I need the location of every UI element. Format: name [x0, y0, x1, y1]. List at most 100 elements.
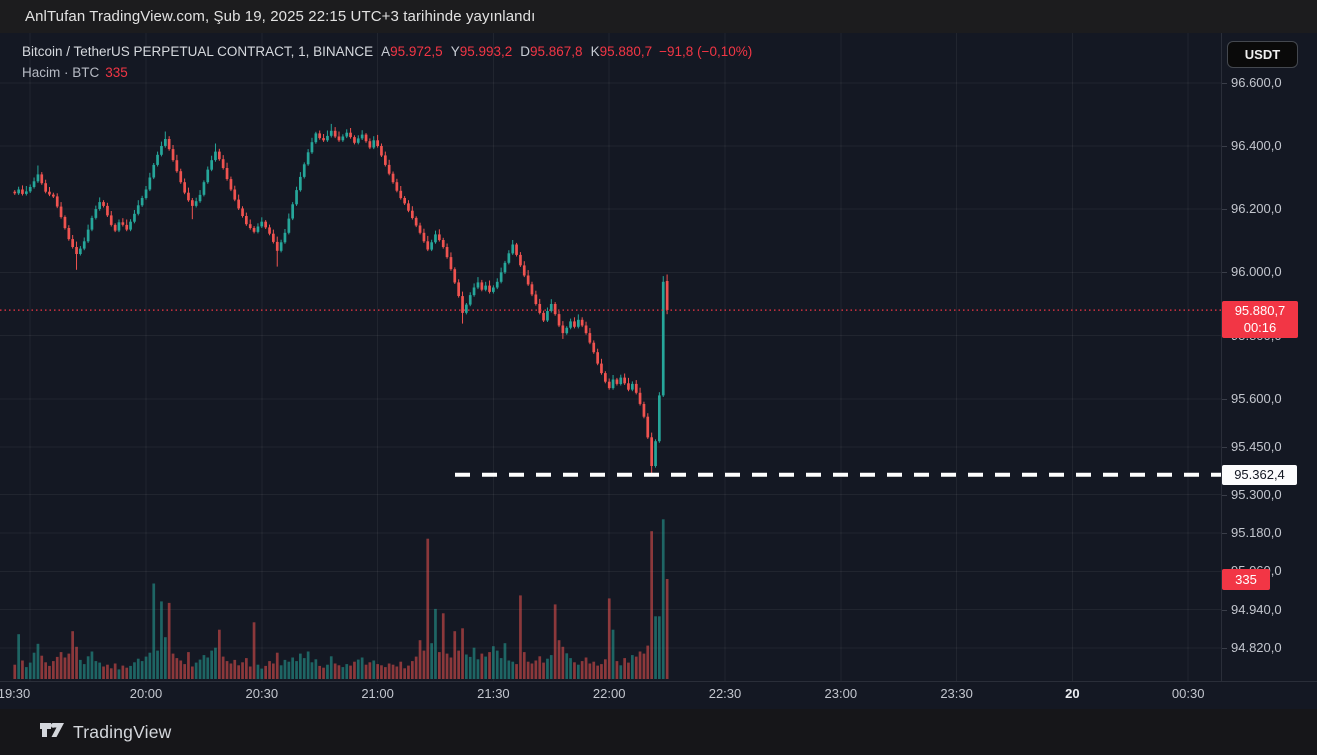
volume-bar	[619, 665, 623, 679]
volume-bar	[561, 646, 565, 679]
volume-bar	[484, 656, 487, 679]
volume-bar	[623, 658, 626, 679]
price-axis-tick	[1221, 209, 1227, 211]
volume-bar	[248, 666, 252, 679]
candle-body	[156, 154, 159, 165]
candle-body	[642, 404, 646, 417]
time-axis-label: 20	[1065, 686, 1080, 701]
price-axis-tick	[1221, 272, 1227, 274]
volume-bar	[600, 664, 603, 679]
price-level-value: 95.362,4	[1234, 467, 1285, 483]
volume-bar	[495, 650, 499, 679]
volume-bar	[237, 665, 240, 679]
price-axis-label: 96.200,0	[1231, 201, 1282, 217]
candle-body	[364, 134, 368, 142]
currency-toggle-button[interactable]: USDT	[1227, 41, 1298, 68]
candle-body	[530, 284, 534, 295]
volume-bar	[345, 664, 349, 679]
volume-bar	[256, 664, 260, 679]
time-axis-label: 20:30	[245, 686, 279, 701]
volume-bar	[654, 616, 657, 679]
candle-body	[360, 134, 364, 139]
candle-body	[526, 275, 530, 285]
candle-body	[148, 177, 152, 190]
volume-bar	[604, 659, 607, 679]
candle-body	[345, 132, 349, 137]
time-axis-label: 21:00	[361, 686, 394, 701]
volume-bar	[44, 662, 47, 679]
candle-body	[175, 160, 179, 172]
volume-bar	[113, 663, 117, 679]
candle-body	[48, 191, 51, 195]
candle-body	[418, 225, 422, 233]
volume-bar	[160, 601, 163, 679]
time-axis-label: 00:30	[1171, 686, 1205, 701]
published-info-bar: AnlTufan TradingView.com, Şub 19, 2025 2…	[0, 0, 1317, 33]
candle-body	[353, 137, 356, 143]
volume-bar	[380, 665, 383, 679]
candle-body	[457, 282, 460, 296]
published-info-text: AnlTufan TradingView.com, Şub 19, 2025 2…	[25, 8, 536, 25]
low-value: 95.867,8	[530, 44, 583, 59]
tradingview-logo[interactable]: TradingView	[40, 722, 172, 743]
candle-body	[665, 281, 669, 311]
candle-body	[86, 229, 90, 242]
candle-body	[326, 135, 329, 141]
volume-bar	[530, 663, 534, 679]
candle-body	[565, 327, 569, 334]
candle-body	[484, 285, 487, 290]
volume-bar	[584, 657, 588, 679]
volume-bar	[329, 656, 333, 679]
volume-value: 335	[105, 65, 128, 80]
candle-body	[372, 140, 376, 148]
candle-body	[241, 208, 244, 216]
candle-body	[422, 232, 426, 242]
volume-bar	[476, 659, 480, 679]
volume-bar	[642, 653, 646, 679]
volume-bar	[426, 538, 430, 679]
candle-body	[283, 232, 287, 243]
volume-bar	[646, 645, 650, 679]
volume-bar	[488, 652, 491, 679]
high-label: Y	[450, 44, 460, 59]
candle-body	[221, 159, 225, 168]
candle-body	[333, 130, 337, 137]
candle-body	[395, 182, 399, 191]
candle-body	[368, 141, 372, 148]
price-axis-separator	[1221, 33, 1222, 681]
volume-bar	[109, 668, 113, 679]
volume-bar	[63, 657, 67, 679]
candle-body	[407, 203, 410, 211]
candle-body	[503, 262, 507, 273]
candle-body	[237, 199, 240, 209]
volume-bar	[21, 660, 24, 679]
candle-body	[453, 269, 457, 283]
candle-body	[210, 160, 213, 170]
volume-bar	[441, 613, 445, 679]
volume-bar	[287, 661, 291, 679]
volume-bar	[538, 656, 542, 679]
candle-body	[403, 198, 406, 204]
price-axis-label: 96.600,0	[1231, 75, 1282, 90]
volume-bar	[183, 664, 186, 679]
volume-bar	[503, 643, 507, 679]
candle-body	[82, 241, 86, 249]
volume-bar	[322, 667, 325, 679]
candle-body	[314, 133, 318, 143]
price-axis-tick	[1221, 399, 1227, 401]
candle-body	[164, 139, 167, 146]
candle-body	[167, 139, 171, 150]
volume-bar	[94, 661, 98, 679]
time-axis-label: 21:30	[477, 686, 510, 701]
candle-body	[468, 295, 472, 305]
last-price-value: 95.880,7	[1234, 303, 1286, 319]
volume-bar	[264, 665, 267, 679]
volume-bar	[588, 663, 592, 679]
volume-bar	[326, 664, 329, 679]
candle-body	[399, 190, 403, 199]
volume-bar	[565, 653, 569, 679]
candle-body	[384, 155, 387, 165]
candle-body	[414, 217, 418, 226]
